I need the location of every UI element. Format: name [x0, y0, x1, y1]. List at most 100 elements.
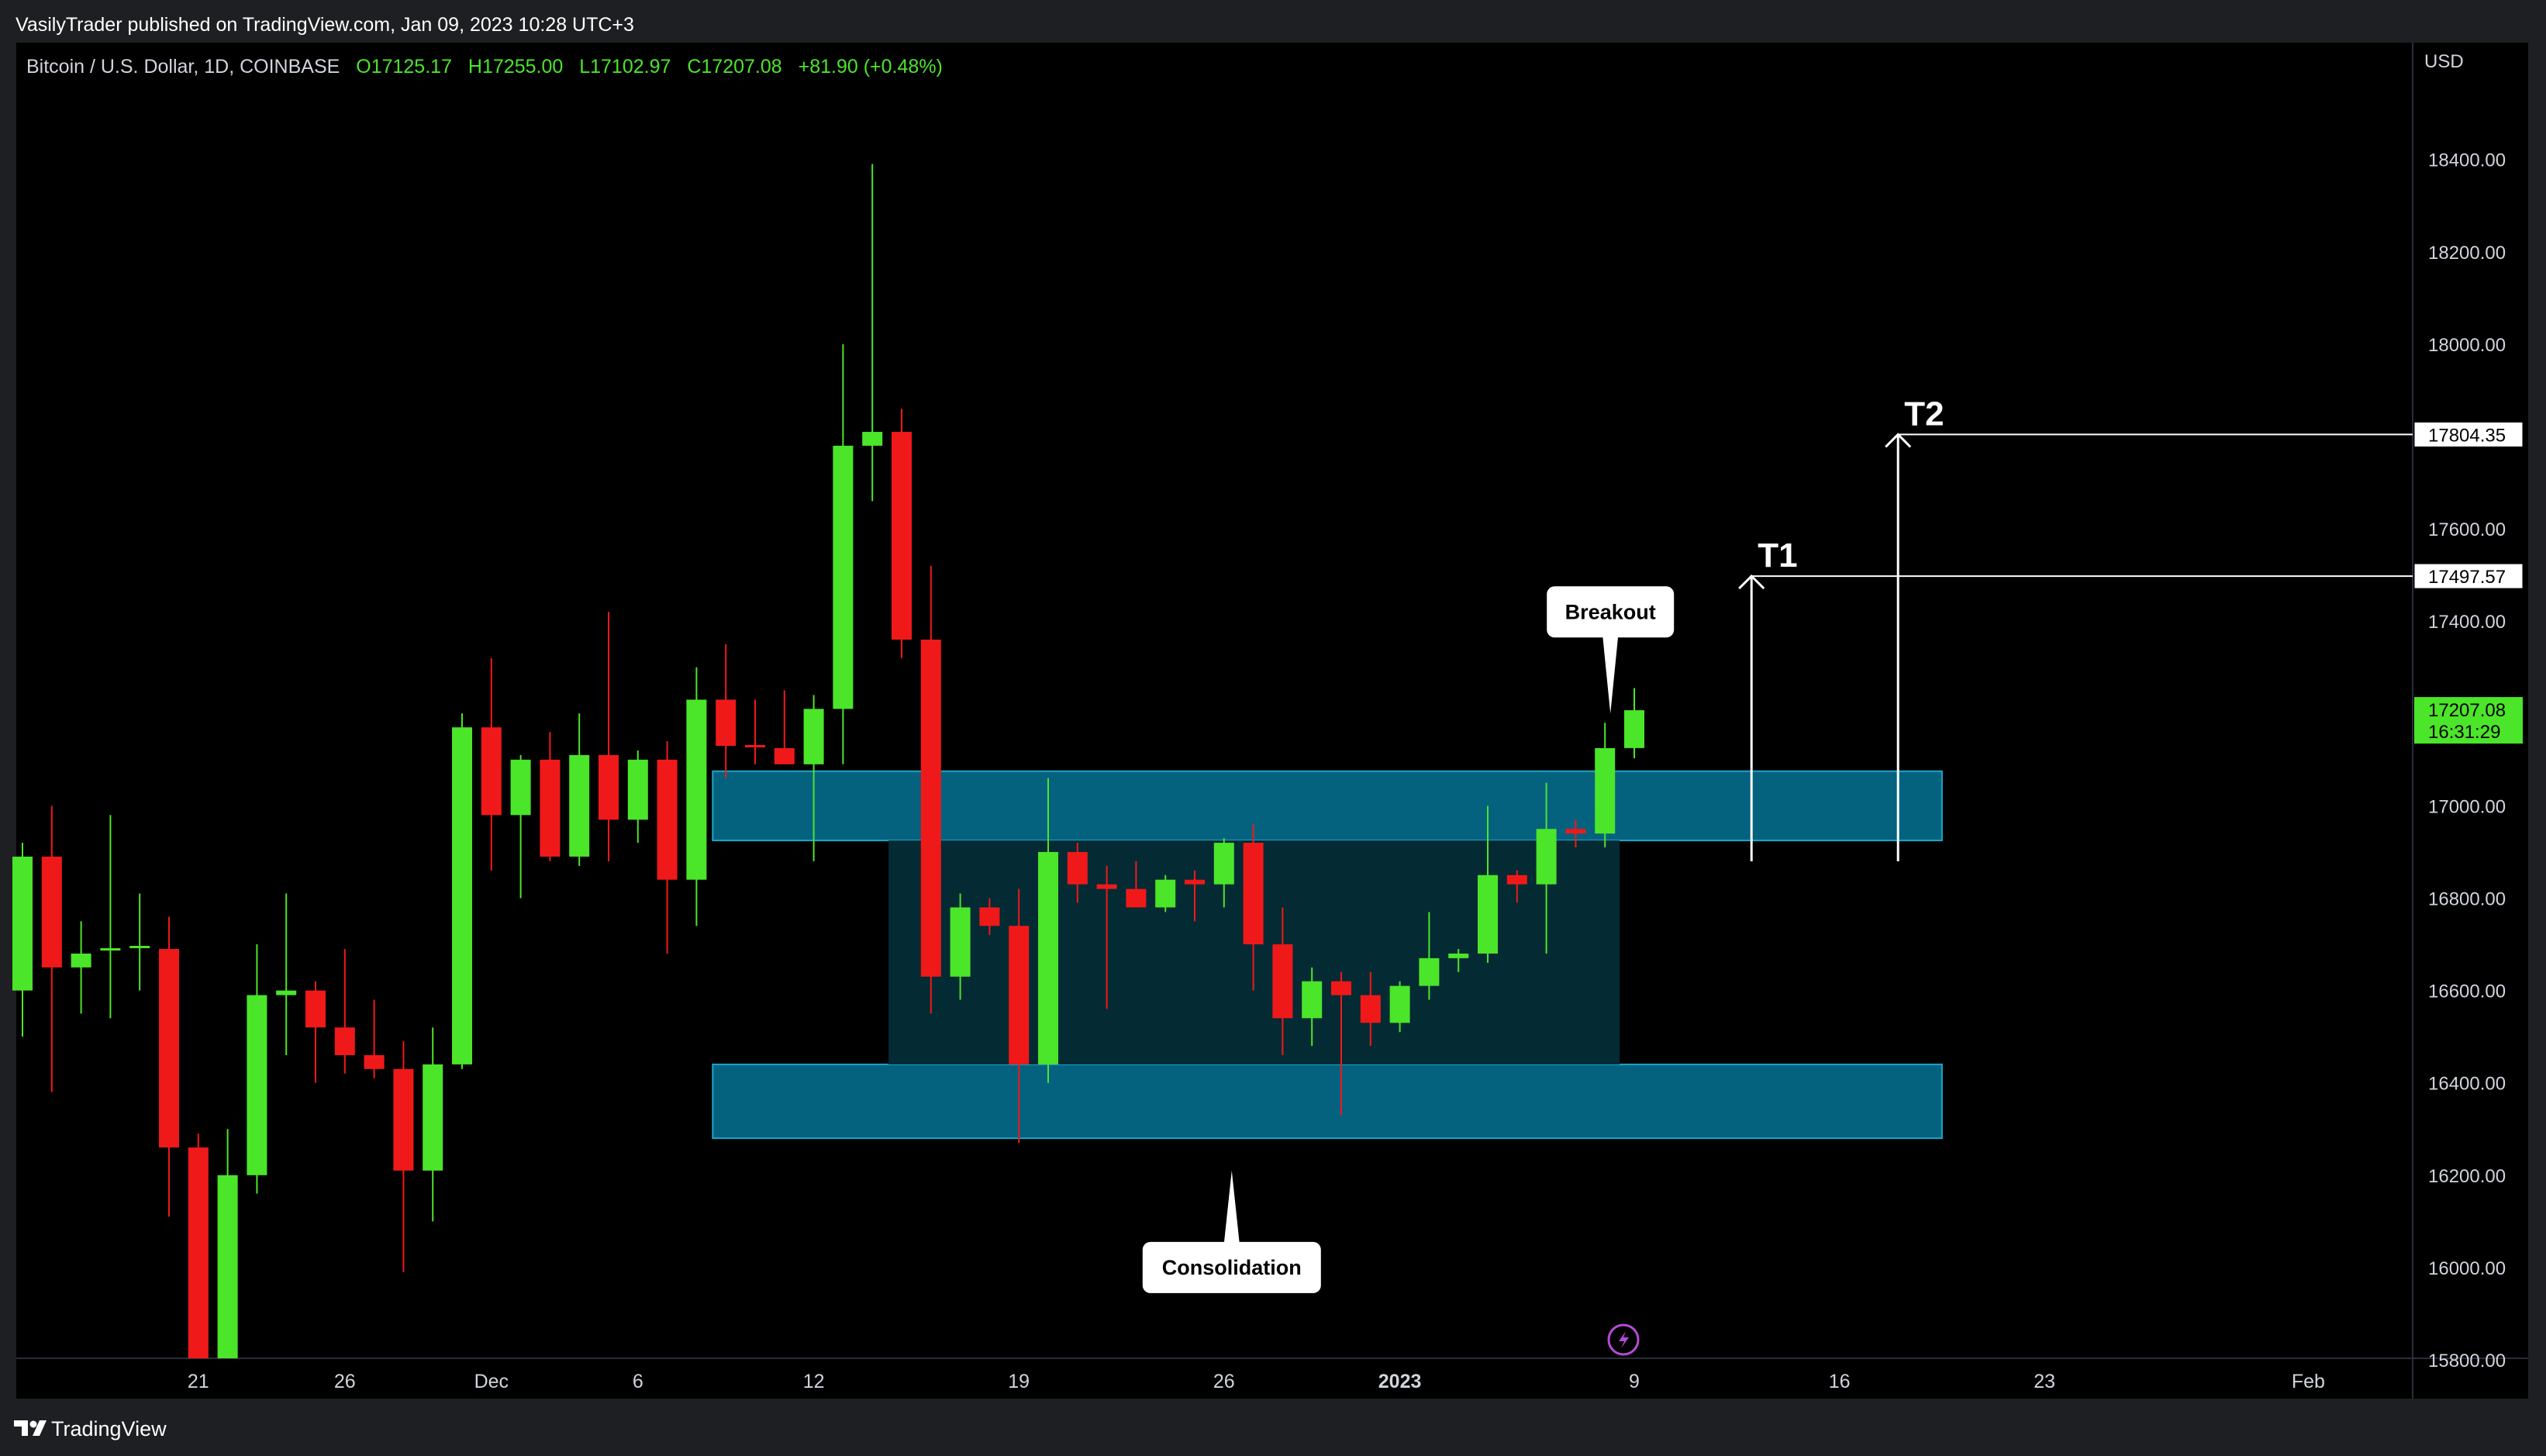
candle: [1419, 912, 1440, 1000]
price-tick-label: 15800.00: [2428, 1351, 2506, 1371]
candle: [1565, 819, 1586, 847]
candle: [71, 921, 91, 1014]
candle-body: [862, 432, 883, 446]
time-tick-label: 23: [2034, 1371, 2055, 1392]
footer-brand: TradingView: [51, 1417, 167, 1440]
candle-body: [100, 948, 121, 951]
candle: [423, 1027, 443, 1222]
candles-layer: [12, 164, 1644, 1358]
candle-body: [510, 759, 531, 816]
time-tick-label: 2023: [1378, 1371, 1422, 1392]
countdown-label: 16:31:29: [2428, 722, 2500, 743]
price-tick-label: 17600.00: [2428, 519, 2506, 540]
candle-body: [1595, 747, 1616, 834]
lightning-icon[interactable]: [1607, 1323, 1640, 1356]
candle: [1243, 824, 1264, 991]
candle: [1389, 981, 1410, 1033]
candle: [686, 667, 707, 926]
candle-body: [217, 1175, 238, 1358]
publish-info: VasilyTrader published on TradingView.co…: [16, 14, 634, 36]
legend-close: C17207.08: [687, 56, 781, 78]
target-t2[interactable]: T2: [1885, 395, 2413, 861]
candle-body: [1536, 829, 1557, 885]
candle: [657, 741, 678, 954]
candle-body: [1185, 879, 1205, 885]
candle-body: [1067, 851, 1088, 885]
candle: [540, 732, 561, 861]
support-zone[interactable]: [712, 1063, 1943, 1140]
candle: [774, 690, 795, 764]
candle-body: [569, 754, 590, 857]
candle: [1506, 870, 1527, 903]
annotations-layer: T1 T2 Breakout Consolidation: [1142, 395, 2413, 1293]
time-tick-label: 26: [1213, 1371, 1235, 1392]
candle: [452, 713, 472, 1069]
price-tick-label: 16000.00: [2428, 1258, 2506, 1279]
callout-label: Consolidation: [1162, 1256, 1302, 1279]
legend-high: H17255.00: [468, 56, 563, 78]
candle: [803, 695, 824, 861]
candle: [716, 643, 737, 778]
price-tick-label: 17400.00: [2428, 612, 2506, 633]
candle: [862, 164, 883, 502]
candle: [41, 806, 62, 1092]
time-tick-label: Dec: [474, 1371, 509, 1392]
candle: [1624, 688, 1644, 759]
target-label: T2: [1904, 395, 1944, 433]
time-axis[interactable]: 21 26 Dec 6 12 19 26 2023 9 16 23 Feb: [188, 1371, 2325, 1392]
callout-breakout[interactable]: Breakout: [1547, 586, 1675, 714]
candle: [364, 999, 385, 1078]
candle: [892, 409, 912, 658]
candle-body: [481, 727, 502, 816]
price-tick-label: 17000.00: [2428, 796, 2506, 817]
candle-body: [1272, 944, 1293, 1019]
candle: [1185, 870, 1205, 922]
candle-body: [774, 747, 795, 764]
candle-body: [1038, 851, 1058, 1064]
resistance-zone[interactable]: [712, 770, 1943, 842]
candle: [1096, 865, 1117, 1009]
candle: [745, 699, 765, 764]
candle: [1302, 967, 1323, 1047]
candle-body: [920, 640, 941, 977]
candle-body: [979, 907, 1000, 926]
price-tag-label: 17804.35: [2428, 425, 2506, 446]
legend-low: L17102.97: [579, 56, 671, 78]
callout-consolidation[interactable]: Consolidation: [1142, 1170, 1321, 1293]
candle: [1360, 971, 1381, 1047]
candle: [1155, 875, 1176, 913]
current-price-label: 17207.08: [2428, 700, 2506, 721]
price-tick-label: 16600.00: [2428, 982, 2506, 1002]
candle-body: [1331, 981, 1351, 995]
candle: [1009, 888, 1030, 1144]
current-price-tag: [2414, 697, 2523, 744]
candle-body: [393, 1068, 414, 1171]
price-tag: [2413, 421, 2524, 447]
price-tick-label: 18000.00: [2428, 335, 2506, 356]
candle-body: [452, 727, 472, 1064]
candle: [1331, 971, 1351, 1116]
callout-pointer: [1602, 636, 1619, 714]
chart-background: [16, 43, 2528, 1399]
price-axis[interactable]: 15800.00 16000.00 16200.00 16400.00 16600.00…: [2413, 150, 2524, 1371]
candle-body: [1448, 953, 1469, 958]
candle-body: [745, 744, 765, 747]
candle-body: [188, 1147, 209, 1358]
target-t1[interactable]: T1: [1738, 537, 2413, 861]
candle-body: [12, 856, 33, 991]
legend-line: Bitcoin / U.S. Dollar, 1D, COINBASE O171…: [26, 56, 943, 78]
candle-body: [247, 995, 267, 1175]
candle-body: [599, 754, 619, 820]
legend-change: +81.90 (+0.48%): [799, 56, 943, 78]
candle: [950, 893, 971, 1000]
candle-body: [129, 946, 150, 949]
candle-body: [1009, 926, 1030, 1064]
tradingview-logo-icon[interactable]: [14, 1420, 47, 1436]
candle-body: [41, 856, 62, 968]
candle-body: [1302, 981, 1323, 1019]
callout-box: [1142, 1241, 1321, 1293]
candle-body: [657, 759, 678, 880]
time-tick-label: 6: [633, 1371, 643, 1392]
callout-box: [1547, 586, 1675, 638]
